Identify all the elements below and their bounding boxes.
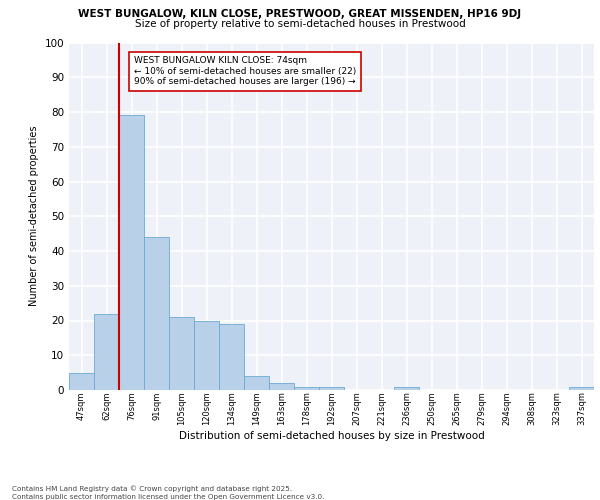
Bar [319, 386, 344, 390]
Y-axis label: Number of semi-detached properties: Number of semi-detached properties [29, 126, 39, 306]
Bar [219, 324, 244, 390]
Bar [394, 386, 419, 390]
Text: WEST BUNGALOW, KILN CLOSE, PRESTWOOD, GREAT MISSENDEN, HP16 9DJ: WEST BUNGALOW, KILN CLOSE, PRESTWOOD, GR… [79, 9, 521, 19]
Bar [119, 116, 144, 390]
Bar [169, 317, 194, 390]
Text: Contains HM Land Registry data © Crown copyright and database right 2025.
Contai: Contains HM Land Registry data © Crown c… [12, 486, 325, 500]
Bar [194, 320, 219, 390]
Bar [569, 386, 594, 390]
Bar [269, 383, 294, 390]
Text: WEST BUNGALOW KILN CLOSE: 74sqm
← 10% of semi-detached houses are smaller (22)
9: WEST BUNGALOW KILN CLOSE: 74sqm ← 10% of… [134, 56, 356, 86]
Bar [244, 376, 269, 390]
Bar [94, 314, 119, 390]
Bar [294, 386, 319, 390]
Text: Size of property relative to semi-detached houses in Prestwood: Size of property relative to semi-detach… [134, 19, 466, 29]
X-axis label: Distribution of semi-detached houses by size in Prestwood: Distribution of semi-detached houses by … [179, 431, 484, 441]
Bar [144, 237, 169, 390]
Bar [69, 372, 94, 390]
